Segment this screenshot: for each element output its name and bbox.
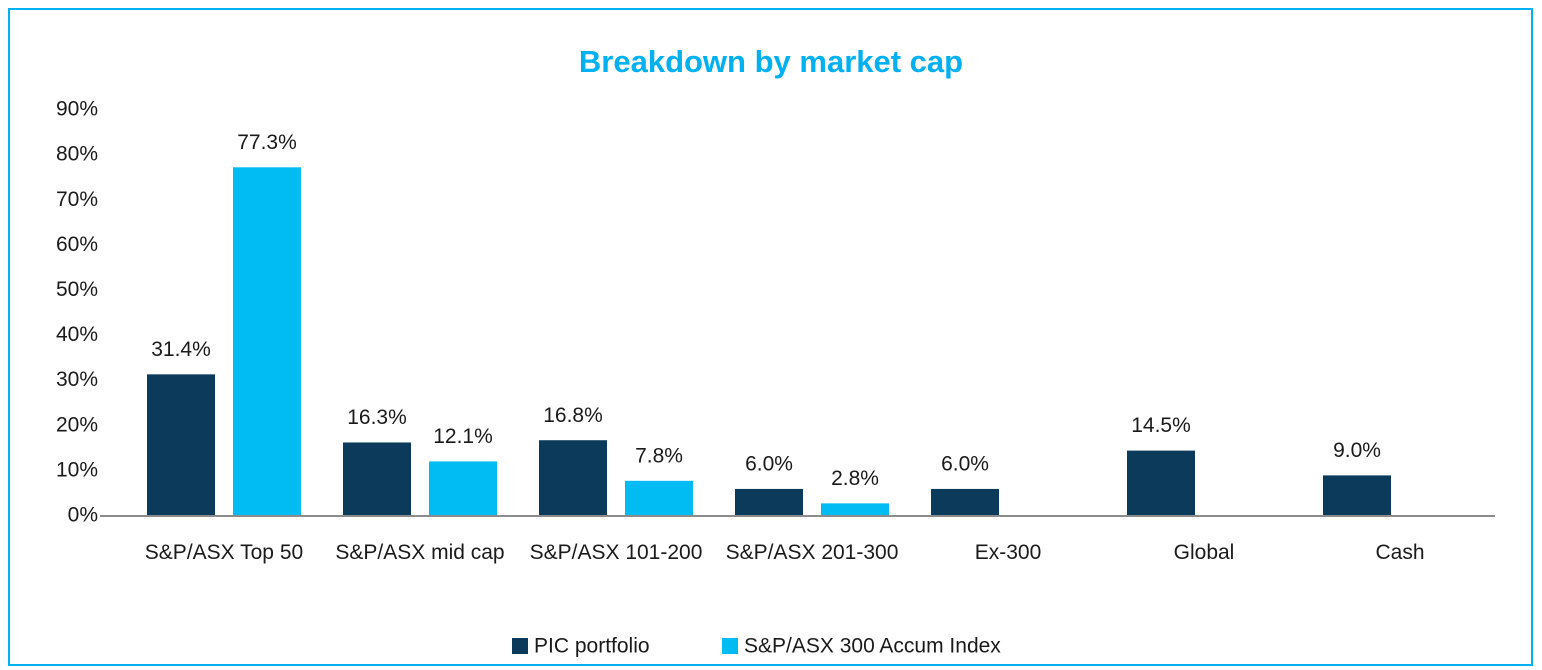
data-label: 16.3% [347, 406, 407, 429]
data-label: 31.4% [151, 338, 211, 361]
bar [1127, 450, 1195, 516]
data-label: 7.8% [635, 444, 683, 467]
x-tick-label: S&P/ASX Top 50 [144, 541, 304, 564]
y-tick-label: 40% [56, 323, 98, 346]
bar [429, 461, 497, 516]
bar [147, 374, 215, 516]
y-tick-label: 0% [68, 504, 98, 527]
bar [539, 440, 607, 516]
data-label: 6.0% [745, 452, 793, 475]
chart-title: Breakdown by market cap [579, 44, 963, 79]
border [8, 8, 1533, 666]
y-tick-label: 70% [56, 188, 98, 211]
legend-label: PIC portfolio [534, 635, 650, 658]
data-label: 16.8% [543, 404, 603, 427]
bar [1323, 475, 1391, 516]
y-tick-label: 30% [56, 368, 98, 391]
bar [735, 488, 803, 516]
bar [343, 442, 411, 516]
y-tick-label: 80% [56, 143, 98, 166]
data-label: 14.5% [1131, 414, 1191, 437]
legend-swatch [722, 638, 738, 654]
y-tick-label: 20% [56, 413, 98, 436]
legend-swatch [512, 638, 528, 654]
x-tick-label: S&P/ASX 201-300 [725, 541, 899, 564]
data-label: 6.0% [941, 452, 989, 475]
data-label: 9.0% [1333, 439, 1381, 462]
x-tick-label: S&P/ASX 101-200 [529, 541, 703, 564]
y-tick-label: 10% [56, 458, 98, 481]
bar [625, 480, 693, 516]
legend-label: S&P/ASX 300 Accum Index [744, 635, 1001, 658]
x-tick-label: Ex-300 [974, 541, 1042, 564]
x-tick-label: S&P/ASX mid cap [335, 541, 505, 564]
x-tick-label: Cash [1375, 541, 1425, 564]
bar [233, 167, 301, 516]
data-label: 12.1% [433, 425, 493, 448]
y-tick-label: 50% [56, 278, 98, 301]
data-label: 77.3% [237, 131, 297, 154]
bar [821, 503, 889, 516]
x-tick-label: Global [1173, 541, 1235, 564]
y-tick-label: 90% [56, 98, 98, 121]
data-label: 2.8% [831, 467, 879, 490]
bar [931, 488, 999, 516]
y-tick-label: 60% [56, 233, 98, 256]
